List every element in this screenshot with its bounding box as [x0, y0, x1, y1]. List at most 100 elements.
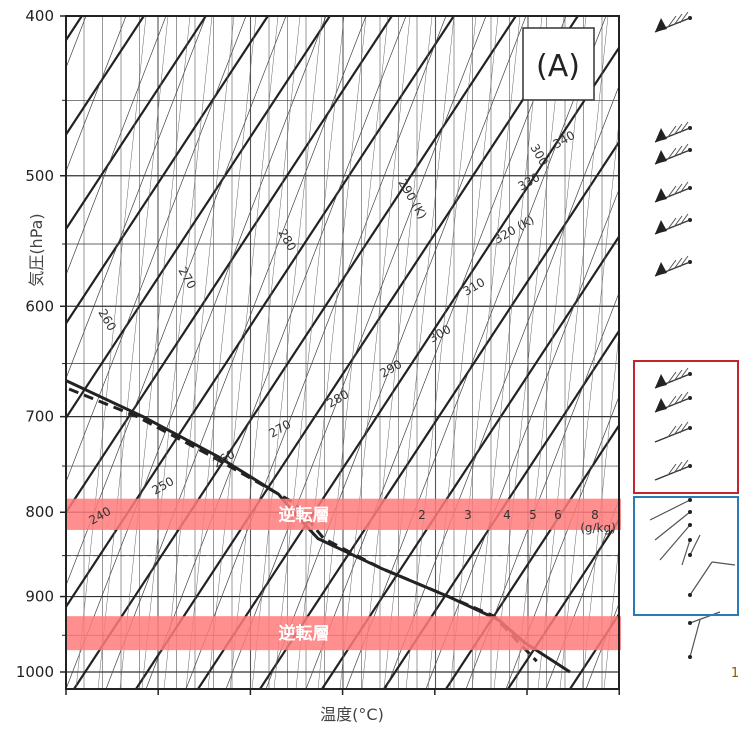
wind-barb	[654, 459, 692, 481]
wind-barb-station	[688, 510, 692, 514]
wind-barb-staff	[654, 465, 691, 481]
mixing-ratio-line	[119, 16, 191, 689]
wind-barb-feather	[667, 15, 677, 28]
y-tick-label: 600	[25, 297, 54, 315]
moist-adiabat	[425, 188, 619, 689]
dry-adiabat	[0, 0, 14, 689]
moist-adiabat	[66, 16, 247, 483]
wind-barb-feather	[679, 391, 689, 404]
wind-barb-station	[688, 655, 692, 659]
dry-adiabat	[66, 16, 270, 326]
sounding-line-2	[66, 386, 538, 663]
mixing-ratio-line	[163, 16, 235, 689]
mixing-ratio-label: 5	[529, 508, 537, 522]
wind-barb-feather	[667, 147, 677, 160]
wind-barb-feather	[667, 463, 677, 476]
wind-barb-flag	[655, 374, 667, 388]
wind-barb-feather	[673, 145, 683, 158]
wind-barb	[654, 367, 692, 389]
inversion-band-label: 逆転層	[279, 623, 330, 644]
mixing-ratio-line	[537, 16, 609, 689]
dry-adiabat	[321, 234, 619, 689]
side-number: 1	[731, 666, 739, 681]
dry-adiabat	[507, 517, 619, 689]
x-axis-label: 温度(°C)	[320, 705, 384, 724]
wind-barb-staff	[711, 561, 736, 566]
dry-adiabat	[197, 45, 619, 689]
dry-adiabat	[259, 140, 619, 689]
moist-adiabat	[706, 16, 739, 689]
moist-adiabat	[465, 291, 619, 689]
moist-adiabat	[545, 499, 619, 689]
wind-barb-staff	[649, 499, 691, 521]
mixing-ratio-line	[295, 16, 367, 689]
wind-barb-flag	[655, 150, 667, 164]
mixing-ratio-line	[229, 16, 301, 689]
wind-barb	[654, 11, 692, 33]
wind-barb-feather	[679, 255, 689, 268]
y-tick-label: 400	[25, 7, 54, 25]
moist-adiabat	[626, 16, 739, 689]
mixing-ratio-line	[383, 16, 455, 689]
wind-barb-staff	[689, 611, 721, 624]
wind-barb-feather	[673, 369, 683, 382]
wind-barb-feather	[673, 423, 683, 436]
wind-barb-station	[688, 523, 692, 527]
mixing-ratio-line	[97, 16, 169, 689]
wind-barb-feather	[679, 181, 689, 194]
wind-barb-staff	[689, 534, 701, 556]
moist-adiabat	[66, 16, 207, 380]
wind-barb-station	[688, 621, 692, 625]
moist-adiabat	[0, 16, 6, 689]
wind-barb-feather	[667, 425, 677, 438]
mixing-ratio-line	[273, 16, 345, 689]
wind-barb-station	[688, 538, 692, 542]
mixing-ratio-label: 4	[503, 508, 511, 522]
wind-barbs	[649, 11, 736, 659]
wind-barb-station	[688, 593, 692, 597]
wind-barb-staff	[689, 561, 713, 596]
wind-barb	[654, 391, 692, 413]
mixing-ratio-line	[141, 16, 213, 689]
mixing-ratio-line	[471, 16, 543, 689]
moist-adiabat	[185, 16, 447, 689]
inversion-band-label: 逆転層	[279, 504, 330, 525]
y-tick-label: 1000	[16, 663, 54, 681]
moist-adiabat	[145, 16, 407, 689]
wind-barb-feather	[673, 215, 683, 228]
mixing-ratio-line	[515, 16, 587, 689]
dry-adiabat	[632, 0, 739, 689]
moist-adiabat	[265, 16, 527, 689]
wind-barb-feather	[679, 367, 689, 380]
inversion-band	[66, 498, 621, 530]
moist-adiabat	[505, 395, 619, 689]
wind-barb-feather	[679, 143, 689, 156]
panel-label: (A)	[536, 49, 580, 84]
y-tick-label: 700	[25, 408, 54, 426]
dry-adiabat	[73, 16, 518, 689]
mixing-ratio-label: (g/kg)	[580, 521, 616, 535]
moist-adiabat	[305, 16, 567, 689]
wind-barb-staff	[654, 511, 691, 541]
dry-adiabat	[66, 16, 332, 420]
mixing-ratio-line	[185, 16, 257, 689]
wind-barb-station	[688, 498, 692, 502]
wind-barb-feather	[667, 217, 677, 230]
inversion-band	[66, 616, 621, 651]
mixing-ratio-line	[449, 16, 521, 689]
y-axis-label: 気圧(hPa)	[27, 213, 46, 286]
y-tick-label: 500	[25, 167, 54, 185]
mixing-ratio-line	[427, 16, 499, 689]
mixing-ratio-line	[317, 16, 389, 689]
red-highlight-box	[633, 360, 739, 494]
panel-label-box	[522, 27, 595, 101]
mixing-ratio-label: 2	[418, 508, 426, 522]
wind-barb-staff	[659, 524, 691, 561]
wind-barb-flag	[655, 398, 667, 412]
moist-adiabat	[105, 16, 367, 689]
wind-barb	[654, 421, 692, 443]
moist-adiabat	[666, 16, 739, 689]
wind-barb-flag	[655, 18, 667, 32]
wind-barb-feather	[673, 123, 683, 136]
wind-barb	[654, 255, 692, 277]
